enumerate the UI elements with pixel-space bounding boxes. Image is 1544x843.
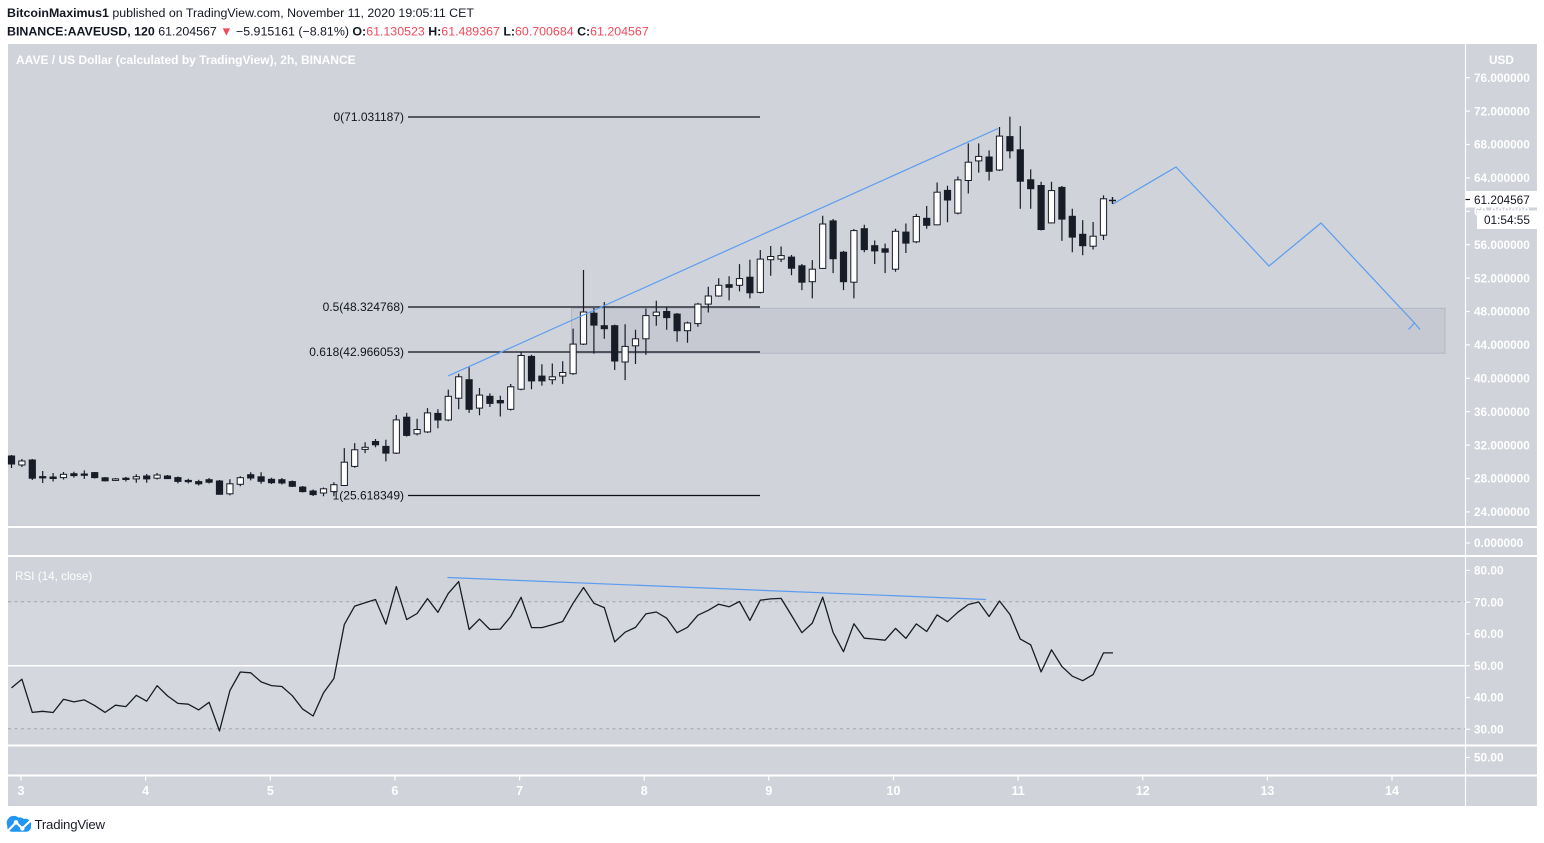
svg-text:5: 5	[267, 784, 274, 798]
svg-text:76.000000: 76.000000	[1474, 71, 1530, 85]
svg-text:4: 4	[142, 784, 149, 798]
svg-text:11: 11	[1011, 784, 1024, 798]
svg-text:60.00: 60.00	[1474, 627, 1504, 641]
svg-text:70.00: 70.00	[1474, 595, 1504, 609]
svg-text:0.618(42.966053): 0.618(42.966053)	[309, 345, 404, 359]
svg-text:RSI (14, close): RSI (14, close)	[15, 570, 92, 583]
svg-text:48.000000: 48.000000	[1474, 305, 1530, 319]
svg-text:14: 14	[1385, 784, 1399, 798]
svg-text:TradingView: TradingView	[35, 817, 106, 832]
svg-text:50.00: 50.00	[1474, 659, 1504, 673]
svg-text:0.5(48.324768): 0.5(48.324768)	[323, 300, 404, 314]
svg-text:56.000000: 56.000000	[1474, 238, 1530, 252]
svg-text:28.000000: 28.000000	[1474, 472, 1530, 486]
svg-text:1(25.618349): 1(25.618349)	[333, 489, 404, 503]
svg-text:36.000000: 36.000000	[1474, 405, 1530, 419]
svg-text:12: 12	[1136, 784, 1150, 798]
svg-text:10: 10	[887, 784, 901, 798]
svg-text:30.00: 30.00	[1474, 722, 1504, 736]
svg-text:AAVE / US Dollar (calculated b: AAVE / US Dollar (calculated by TradingV…	[16, 53, 356, 67]
svg-text:8: 8	[641, 784, 648, 798]
svg-text:61.204567: 61.204567	[1474, 193, 1530, 207]
svg-text:7: 7	[516, 784, 523, 798]
svg-text:3: 3	[18, 784, 25, 798]
svg-text:9: 9	[765, 784, 772, 798]
svg-text:68.000000: 68.000000	[1474, 138, 1530, 152]
svg-text:40.00: 40.00	[1474, 691, 1504, 705]
svg-text:24.000000: 24.000000	[1474, 505, 1530, 519]
svg-text:0.000000: 0.000000	[1474, 536, 1524, 550]
svg-text:0(71.031187): 0(71.031187)	[334, 110, 405, 124]
svg-text:72.000000: 72.000000	[1474, 104, 1530, 118]
svg-text:52.000000: 52.000000	[1474, 271, 1530, 285]
svg-text:6: 6	[391, 784, 398, 798]
svg-text:BINANCE:AAVEUSD, 120 61.20456: BINANCE:AAVEUSD, 120 61.204567 ▼ −5.9151…	[7, 25, 649, 39]
svg-text:32.000000: 32.000000	[1474, 438, 1530, 452]
svg-text:40.000000: 40.000000	[1474, 372, 1530, 386]
svg-text:44.000000: 44.000000	[1474, 338, 1530, 352]
svg-text:USD: USD	[1489, 53, 1514, 67]
svg-text:64.000000: 64.000000	[1474, 171, 1530, 185]
svg-text:50.00: 50.00	[1474, 751, 1504, 765]
svg-text:13: 13	[1260, 784, 1274, 798]
svg-text:01:54:55: 01:54:55	[1484, 213, 1530, 227]
svg-text:BitcoinMaximus1 published on T: BitcoinMaximus1 published on TradingView…	[7, 6, 474, 20]
svg-text:80.00: 80.00	[1474, 564, 1504, 578]
